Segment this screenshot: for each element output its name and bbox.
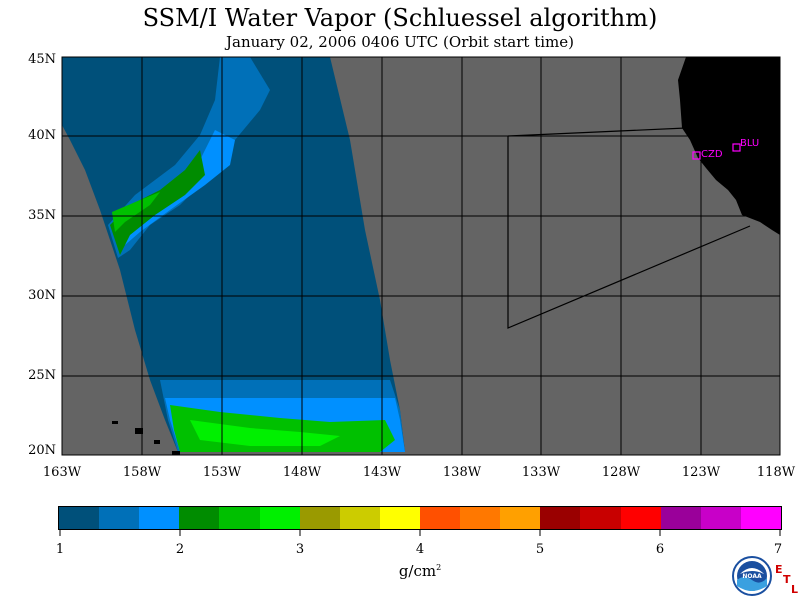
lon-label-128w: 128W	[601, 465, 641, 480]
lon-label-143w: 143W	[362, 465, 402, 480]
station-blu-label: BLU	[740, 138, 759, 149]
station-czd-marker	[692, 151, 701, 160]
lat-label-45n: 45N	[28, 52, 56, 67]
station-czd: CZD	[692, 149, 723, 160]
color-bar-swatch	[219, 507, 260, 529]
color-bar-swatch	[259, 507, 300, 529]
station-czd-label: CZD	[701, 149, 723, 160]
station-blu: BLU	[732, 138, 759, 152]
color-bar-tick-2: 2	[175, 542, 185, 557]
lon-label-163w: 163W	[42, 465, 82, 480]
color-bar-tick-1: 1	[55, 542, 65, 557]
etl-letter-l: L	[791, 583, 799, 596]
color-bar-tick-7: 7	[773, 542, 783, 557]
region-outline-top	[507, 127, 687, 137]
lat-label-25n: 25N	[28, 368, 56, 383]
svg-text:NOAA: NOAA	[742, 573, 762, 580]
lat-label-40n: 40N	[28, 128, 56, 143]
color-bar-swatch	[580, 507, 621, 529]
color-bar-swatch	[139, 507, 180, 529]
swath-base	[62, 57, 405, 452]
hawaiian-islands	[112, 421, 180, 455]
lon-label-133w: 133W	[521, 465, 561, 480]
color-bar-swatch	[740, 507, 781, 529]
swath-high-vapor-north-core	[112, 192, 160, 232]
lon-label-153w: 153W	[202, 465, 242, 480]
color-bar-swatch	[59, 507, 100, 529]
station-blu-marker	[732, 143, 741, 152]
map-title: SSM/I Water Vapor (Schluessel algorithm)	[142, 4, 658, 32]
color-bar-swatch	[700, 507, 741, 529]
map-frame	[61, 56, 781, 456]
color-bar-tick-3: 3	[295, 542, 305, 557]
lon-label-138w: 138W	[442, 465, 482, 480]
color-bar-tick-5: 5	[535, 542, 545, 557]
swath-high-vapor-north	[110, 150, 205, 255]
color-bar-swatch	[660, 507, 701, 529]
color-bar-swatch	[460, 507, 501, 529]
color-bar-units: g/cm2	[398, 562, 442, 580]
region-outline	[507, 136, 751, 329]
lon-label-148w: 148W	[282, 465, 322, 480]
etl-letter-e: E	[775, 563, 783, 576]
color-bar-swatch	[540, 507, 581, 529]
color-bar-swatch	[299, 507, 340, 529]
lon-label-118w: 118W	[756, 465, 796, 480]
color-bar-tick-4: 4	[415, 542, 425, 557]
lon-label-123w: 123W	[681, 465, 721, 480]
water-vapor-map: CZD BLU	[61, 56, 781, 456]
color-bar-swatch	[500, 507, 541, 529]
lat-lon-grid	[62, 57, 780, 455]
color-bar	[58, 506, 782, 530]
color-bar-swatch	[179, 507, 220, 529]
color-bar-swatch	[379, 507, 420, 529]
etl-letter-t: T	[783, 573, 791, 586]
lon-label-158w: 158W	[122, 465, 162, 480]
north-america-land	[678, 57, 780, 235]
noaa-logo: NOAA	[732, 556, 772, 596]
lat-label-35n: 35N	[28, 208, 56, 223]
map-subtitle: January 02, 2006 0406 UTC (Orbit start t…	[226, 33, 574, 51]
color-bar-swatch	[419, 507, 461, 529]
color-bar-swatch	[339, 507, 380, 529]
color-bar-swatch	[99, 507, 140, 529]
lat-label-20n: 20N	[28, 443, 56, 458]
lat-label-30n: 30N	[28, 288, 56, 303]
color-bar-swatch	[620, 507, 661, 529]
color-bar-tick-6: 6	[655, 542, 665, 557]
